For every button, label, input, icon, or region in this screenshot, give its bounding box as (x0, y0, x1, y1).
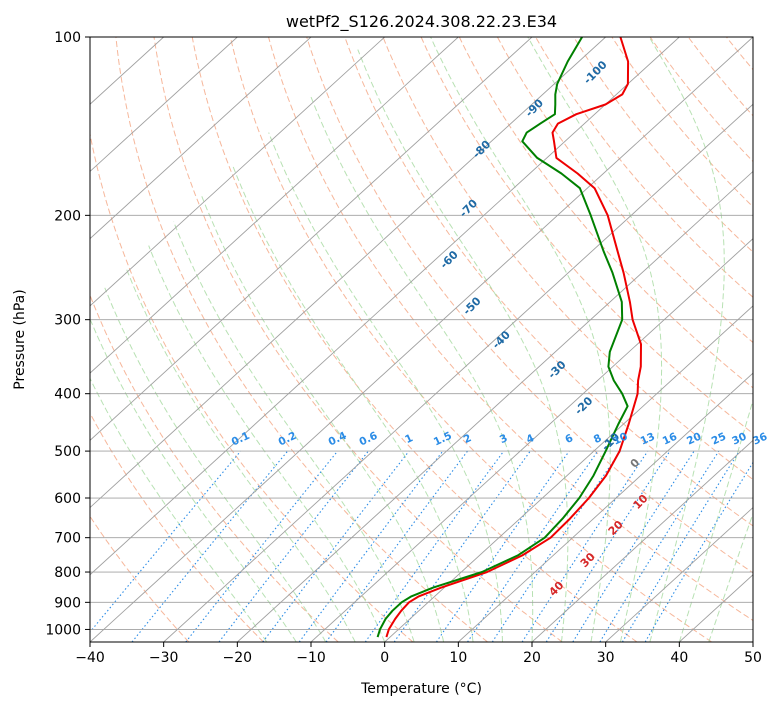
y-tick-label: 900 (54, 595, 81, 611)
mixing-ratio-line (467, 450, 599, 642)
mixing-ratio-label: 30 (730, 431, 748, 448)
isotherm-line (90, 37, 606, 509)
x-tick-label: 40 (670, 650, 688, 666)
x-tick-label: −30 (149, 650, 179, 666)
moist-adiabat-line (430, 37, 611, 642)
moist-adiabat-line (173, 221, 415, 642)
dry-adiabat-line (496, 37, 753, 344)
dry-adiabat-line (268, 37, 753, 622)
y-tick-label: 300 (54, 313, 81, 329)
dry-adiabat-line (306, 37, 753, 574)
mixing-ratio-label: 4 (524, 432, 536, 446)
mixing-ratio-label: 13 (639, 431, 657, 448)
isotherm-line (90, 37, 385, 307)
isotherm-line (605, 506, 753, 642)
isotherm-line (310, 238, 753, 642)
x-axis-label: Temperature (°C) (360, 681, 482, 697)
x-tick-label: 30 (597, 650, 615, 666)
mixing-ratio-line (545, 450, 671, 642)
moist-adiabat-line (104, 287, 327, 642)
dry-adiabat-line (90, 293, 339, 642)
x-tick-label: 20 (523, 650, 541, 666)
moist-adiabat-line (125, 267, 356, 642)
isotherm-line (90, 37, 753, 642)
mixing-ratio-line (298, 450, 444, 642)
profile-lines (376, 37, 642, 638)
mixing-ratio-line (435, 450, 570, 642)
y-tick-label: 200 (54, 208, 81, 224)
dry-adiabat-line (458, 37, 753, 389)
x-tick-label: −40 (75, 650, 105, 666)
y-tick-label: 700 (54, 531, 81, 547)
isotherm-line (90, 37, 312, 240)
mixing-ratio-line (621, 450, 740, 642)
mixing-ratio-line (364, 450, 505, 642)
y-tick-label: 400 (54, 387, 81, 403)
mixing-ratio-label: 36 (751, 431, 769, 448)
y-tick-label: 100 (54, 30, 81, 46)
isotherm-line (531, 439, 753, 642)
mixing-ratio-label: 10 (611, 431, 629, 448)
dry-adiabat-line (90, 412, 264, 642)
moist-adiabat-line (232, 165, 474, 642)
mixing-ratio-line (131, 450, 289, 642)
isotherm-line (163, 103, 753, 642)
y-tick-label: 600 (54, 491, 81, 507)
isotherm-line (90, 37, 533, 441)
moist-adiabat-line (527, 37, 663, 642)
dry-adiabat-line (115, 37, 488, 642)
mixing-ratio-label: 3 (498, 432, 510, 446)
mixing-ratio-label: 16 (661, 431, 679, 448)
mixing-ratio-line (185, 450, 339, 642)
y-tick-label: 1000 (45, 622, 81, 638)
mixing-ratio-label: 2 (462, 432, 474, 446)
x-tick-label: 0 (380, 650, 389, 666)
dry-adiabat-line (153, 37, 563, 642)
mixing-ratio-label: 25 (710, 431, 728, 448)
moist-adiabat-line (678, 398, 753, 642)
dewpoint-profile (376, 37, 629, 638)
isotherm-line (90, 37, 459, 374)
mixing-ratio-label: 20 (685, 431, 703, 448)
plot-frame (89, 36, 754, 643)
chart-title: wetPf2_S126.2024.308.22.23.E34 (286, 12, 557, 32)
dry-adiabat-line (191, 37, 638, 642)
mixing-ratio-label: 6 (563, 432, 575, 446)
y-axis-label: Pressure (hPa) (12, 289, 28, 389)
isotherm-line (90, 37, 238, 173)
background-lines (90, 37, 753, 642)
x-tick-label: −20 (223, 650, 253, 666)
mixing-ratio-label: 8 (592, 432, 604, 446)
axes: −40 −30 −20 −10 0 10 20 30 40 50 100 200 300 400 500 60… (45, 30, 762, 666)
isotherm-line (458, 372, 753, 642)
isotherm-line (384, 305, 753, 642)
mixing-ratio-line (262, 450, 410, 642)
mixing-ratio-line (572, 450, 695, 642)
x-tick-label: 10 (449, 650, 467, 666)
moist-adiabat-line (148, 245, 386, 642)
moist-adiabat-line (309, 94, 534, 642)
temperature-profile (385, 37, 642, 638)
moist-adiabat-line (357, 49, 569, 642)
isotherm-line (237, 170, 753, 642)
mixing-ratio-line (90, 450, 242, 633)
y-tick-label: 500 (54, 444, 81, 460)
mixing-ratio-line (521, 450, 649, 642)
dry-adiabat-line (535, 37, 753, 298)
mixing-ratio-line (325, 450, 468, 642)
dry-adiabat-line (90, 515, 190, 642)
mixing-ratio-label: 1 (403, 432, 415, 446)
isotherm-line (90, 37, 680, 576)
x-tick-label: −10 (296, 650, 326, 666)
x-tick-label: 50 (744, 650, 762, 666)
moist-adiabat-line (648, 37, 725, 642)
y-tick-label: 800 (54, 565, 81, 581)
